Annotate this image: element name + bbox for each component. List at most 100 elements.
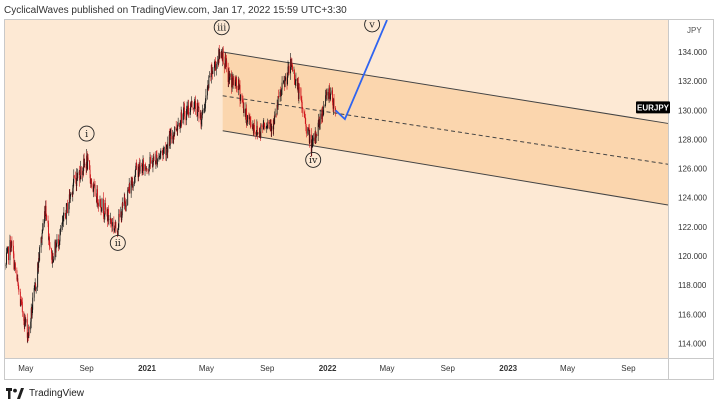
candle	[305, 118, 307, 132]
candle	[211, 70, 213, 80]
candle	[152, 157, 154, 173]
candle	[246, 104, 247, 128]
candle	[35, 286, 37, 294]
candle	[211, 62, 213, 76]
candle	[240, 94, 241, 104]
candle	[148, 164, 150, 176]
candle	[46, 213, 48, 221]
candle	[80, 165, 82, 180]
x-tick-label: Sep	[260, 364, 275, 373]
candle	[66, 199, 68, 214]
x-tick-label: Sep	[79, 364, 94, 373]
candle	[115, 221, 117, 234]
candle	[224, 52, 226, 70]
candle	[117, 228, 119, 237]
candle	[66, 202, 68, 207]
candle	[107, 207, 109, 222]
candle	[183, 101, 185, 120]
candle	[210, 64, 212, 84]
candle	[49, 233, 50, 251]
candle	[9, 234, 11, 266]
candle	[149, 152, 151, 168]
y-tick-label: 134.000	[678, 48, 707, 57]
candle	[51, 251, 53, 264]
candle	[148, 168, 149, 174]
candle	[110, 219, 112, 225]
candle	[276, 113, 278, 118]
candle	[228, 67, 230, 85]
candle	[266, 122, 268, 133]
candle	[295, 72, 297, 87]
candle	[296, 78, 298, 91]
channel-upper-line[interactable]	[222, 51, 669, 124]
candle	[169, 129, 171, 149]
y-tick-label: 130.000	[678, 106, 707, 115]
candle	[269, 119, 271, 132]
candle	[155, 151, 157, 170]
candle	[210, 73, 212, 82]
candle	[213, 61, 215, 77]
candle	[301, 101, 303, 109]
candle	[246, 120, 248, 126]
publisher-header: CyclicalWaves published on TradingView.c…	[4, 5, 347, 16]
candle	[248, 112, 250, 125]
candle	[301, 95, 303, 113]
candle	[34, 278, 36, 291]
candle	[8, 246, 9, 265]
candle	[291, 58, 293, 70]
channel-lower-line[interactable]	[222, 130, 669, 206]
candle	[298, 82, 300, 104]
wave-label-iv: iv	[305, 151, 322, 168]
x-tick-label: 2021	[138, 364, 156, 373]
candle	[37, 262, 39, 272]
candle	[52, 250, 53, 268]
wave-v-projection[interactable]	[334, 20, 388, 121]
candle	[42, 223, 44, 234]
candle	[198, 102, 200, 123]
candle	[283, 80, 285, 85]
candle	[302, 107, 304, 118]
candle	[243, 102, 245, 117]
candle	[167, 136, 169, 159]
candle	[32, 292, 34, 314]
candle	[35, 282, 37, 292]
candle	[323, 101, 325, 116]
candle	[19, 288, 21, 307]
candle	[121, 209, 123, 223]
candle	[114, 225, 116, 234]
y-axis[interactable]: 114.000 116.000 118.000 120.000 122.000 124.0…	[678, 48, 707, 348]
candle	[90, 174, 92, 188]
candle	[138, 162, 140, 176]
candle	[146, 168, 148, 175]
brand-footer[interactable]: TradingView	[6, 386, 84, 400]
candle	[194, 96, 196, 104]
candle	[221, 49, 223, 59]
candle	[14, 262, 16, 274]
candle	[231, 72, 233, 92]
candle	[10, 241, 12, 253]
x-axis[interactable]: May Sep 2021 May Sep 2022 May Sep 2023 May Sep	[18, 364, 636, 373]
candle	[25, 317, 27, 327]
candle	[308, 124, 310, 132]
candle	[270, 119, 272, 132]
y-tick-label: 128.000	[678, 136, 707, 145]
candle	[314, 132, 316, 144]
x-tick-label: 2023	[499, 364, 517, 373]
candle	[317, 120, 319, 141]
candle	[188, 99, 190, 118]
channel-median-line[interactable]	[222, 95, 669, 165]
y-tick-label: 116.000	[678, 310, 707, 319]
candle	[154, 160, 156, 165]
candle	[264, 123, 266, 131]
candle	[31, 306, 33, 319]
candle	[104, 213, 105, 223]
candle	[76, 172, 78, 180]
candle	[215, 60, 217, 71]
candle	[141, 165, 143, 176]
candle	[214, 57, 216, 71]
candle	[312, 133, 314, 146]
candle	[187, 106, 189, 116]
candle	[145, 162, 146, 172]
chart-frame	[4, 19, 714, 380]
